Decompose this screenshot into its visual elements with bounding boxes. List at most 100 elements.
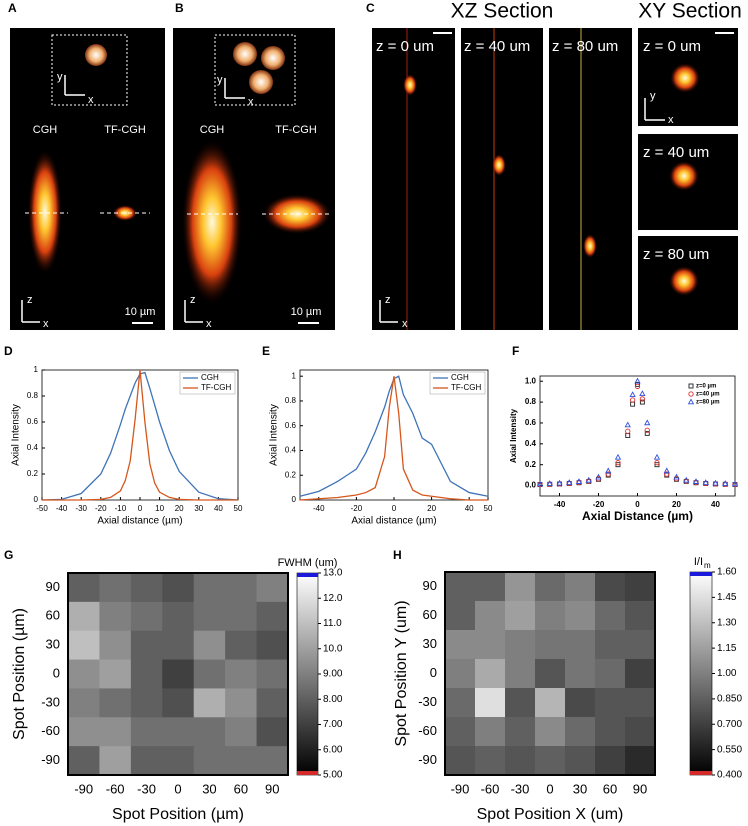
heat-cell bbox=[225, 717, 258, 747]
heat-cell bbox=[256, 717, 289, 747]
depth-label: z = 40 um bbox=[643, 144, 709, 161]
heat-cell bbox=[535, 630, 566, 660]
colorbar bbox=[296, 572, 319, 776]
panel-label: D bbox=[4, 344, 13, 358]
marker bbox=[625, 433, 631, 438]
y-tick-label: 0.6 bbox=[27, 417, 39, 426]
axis-label: y bbox=[650, 90, 656, 102]
heat-cell bbox=[193, 717, 226, 747]
heat-cell bbox=[445, 659, 476, 689]
heat-cell bbox=[256, 573, 289, 603]
marker bbox=[654, 459, 660, 466]
heat-cell bbox=[565, 572, 596, 602]
axis-label: x bbox=[43, 318, 49, 330]
colorbar-tick-label: 1.45 bbox=[717, 592, 737, 603]
focus bbox=[182, 140, 242, 304]
heat-cell bbox=[535, 572, 566, 602]
x-tick-label: -50 bbox=[36, 504, 48, 513]
heat-cell bbox=[565, 717, 596, 747]
heat-cell bbox=[68, 601, 100, 632]
marker bbox=[653, 453, 661, 460]
colorbar-tick-label: 5.00 bbox=[323, 770, 343, 781]
focus bbox=[669, 266, 699, 296]
heat-cell bbox=[130, 601, 163, 632]
x-tick-label: 30 bbox=[202, 781, 216, 796]
heat-cell bbox=[68, 573, 100, 603]
heat-cell bbox=[625, 659, 656, 689]
heat-cell bbox=[99, 573, 132, 603]
depth-label: z = 0 um bbox=[643, 38, 701, 55]
marker bbox=[722, 480, 729, 486]
colorbar-title: I/I bbox=[694, 556, 703, 568]
heat-cell bbox=[256, 688, 289, 718]
x-tick-label: 30 bbox=[573, 781, 587, 796]
panel-label: G bbox=[4, 548, 13, 562]
spot bbox=[233, 42, 257, 66]
axis-label: x bbox=[668, 114, 674, 126]
x-tick-label: -40 bbox=[554, 500, 566, 509]
x-tick-label: -30 bbox=[137, 781, 156, 796]
x-tick-label: 60 bbox=[603, 781, 617, 796]
heat-cell bbox=[625, 572, 656, 602]
heat-cell bbox=[445, 746, 476, 776]
axes-arrows bbox=[224, 78, 245, 99]
legend-label: CGH bbox=[451, 373, 469, 382]
legend-box bbox=[429, 371, 486, 395]
x-tick-label: 20 bbox=[175, 504, 184, 513]
marker bbox=[624, 421, 631, 428]
heat-cell bbox=[475, 630, 506, 660]
axes-arrows bbox=[644, 98, 665, 121]
scale-label: 10 µm bbox=[125, 306, 156, 318]
x-tick-label: 0 bbox=[635, 500, 640, 509]
x-tick-label: -40 bbox=[56, 504, 68, 513]
colorbar-tick-label: 11.0 bbox=[323, 618, 342, 629]
x-tick-label: -20 bbox=[593, 500, 605, 509]
heat-cell bbox=[535, 688, 566, 718]
heat-cell bbox=[99, 630, 132, 661]
heat-cell bbox=[595, 601, 626, 631]
x-axis-label: Axial distance (µm) bbox=[97, 516, 182, 527]
heat-cell bbox=[162, 746, 195, 776]
axis-label: z bbox=[385, 294, 391, 306]
heat-cell bbox=[625, 601, 656, 631]
marker bbox=[639, 399, 645, 405]
heat-cell bbox=[99, 717, 132, 747]
heat-cell bbox=[193, 659, 226, 689]
depth-label: z = 80 um bbox=[643, 246, 709, 263]
y-tick-label: -60 bbox=[418, 723, 437, 738]
y-axis-label: Spot Position Y (um) bbox=[393, 600, 410, 746]
x-tick-label: 0 bbox=[174, 781, 181, 796]
marker bbox=[702, 479, 709, 485]
x-axis-label: Spot Position (µm) bbox=[112, 806, 244, 823]
focus bbox=[403, 74, 417, 96]
heat-cell bbox=[475, 688, 506, 718]
y-tick-label: 0.2 bbox=[525, 460, 537, 469]
heat-cell bbox=[625, 688, 656, 718]
x-tick-label: 40 bbox=[214, 504, 223, 513]
y-tick-label: 1 bbox=[34, 365, 39, 374]
heat-cell bbox=[162, 630, 195, 661]
colorbar-under bbox=[297, 771, 318, 775]
colorbar-over bbox=[690, 572, 712, 576]
heat-cell bbox=[130, 573, 163, 603]
y-tick-label: 0 bbox=[430, 665, 437, 680]
y-tick-label: 0 bbox=[53, 665, 60, 680]
x-tick-label: -90 bbox=[74, 781, 93, 796]
heat-cell bbox=[162, 573, 195, 603]
y-tick-label: 0.4 bbox=[27, 443, 39, 452]
marker bbox=[634, 383, 641, 390]
axes-arrows bbox=[379, 300, 398, 323]
heat-cell bbox=[225, 601, 258, 632]
marker bbox=[615, 459, 621, 466]
heat-cell bbox=[68, 688, 100, 718]
panel-b: B y x CGH TF-CGH z x 10 µm bbox=[173, 1, 335, 330]
heat-cell bbox=[505, 601, 536, 631]
y-axis-label: Spot Position (µm) bbox=[11, 608, 28, 740]
marker bbox=[664, 471, 670, 477]
heat-cell bbox=[505, 746, 536, 776]
heat-cell bbox=[193, 601, 226, 632]
depth-label: z = 80 um bbox=[552, 38, 618, 55]
marker bbox=[644, 427, 650, 433]
x-tick-label: -10 bbox=[115, 504, 127, 513]
y-tick-label: 0.2 bbox=[27, 469, 39, 478]
